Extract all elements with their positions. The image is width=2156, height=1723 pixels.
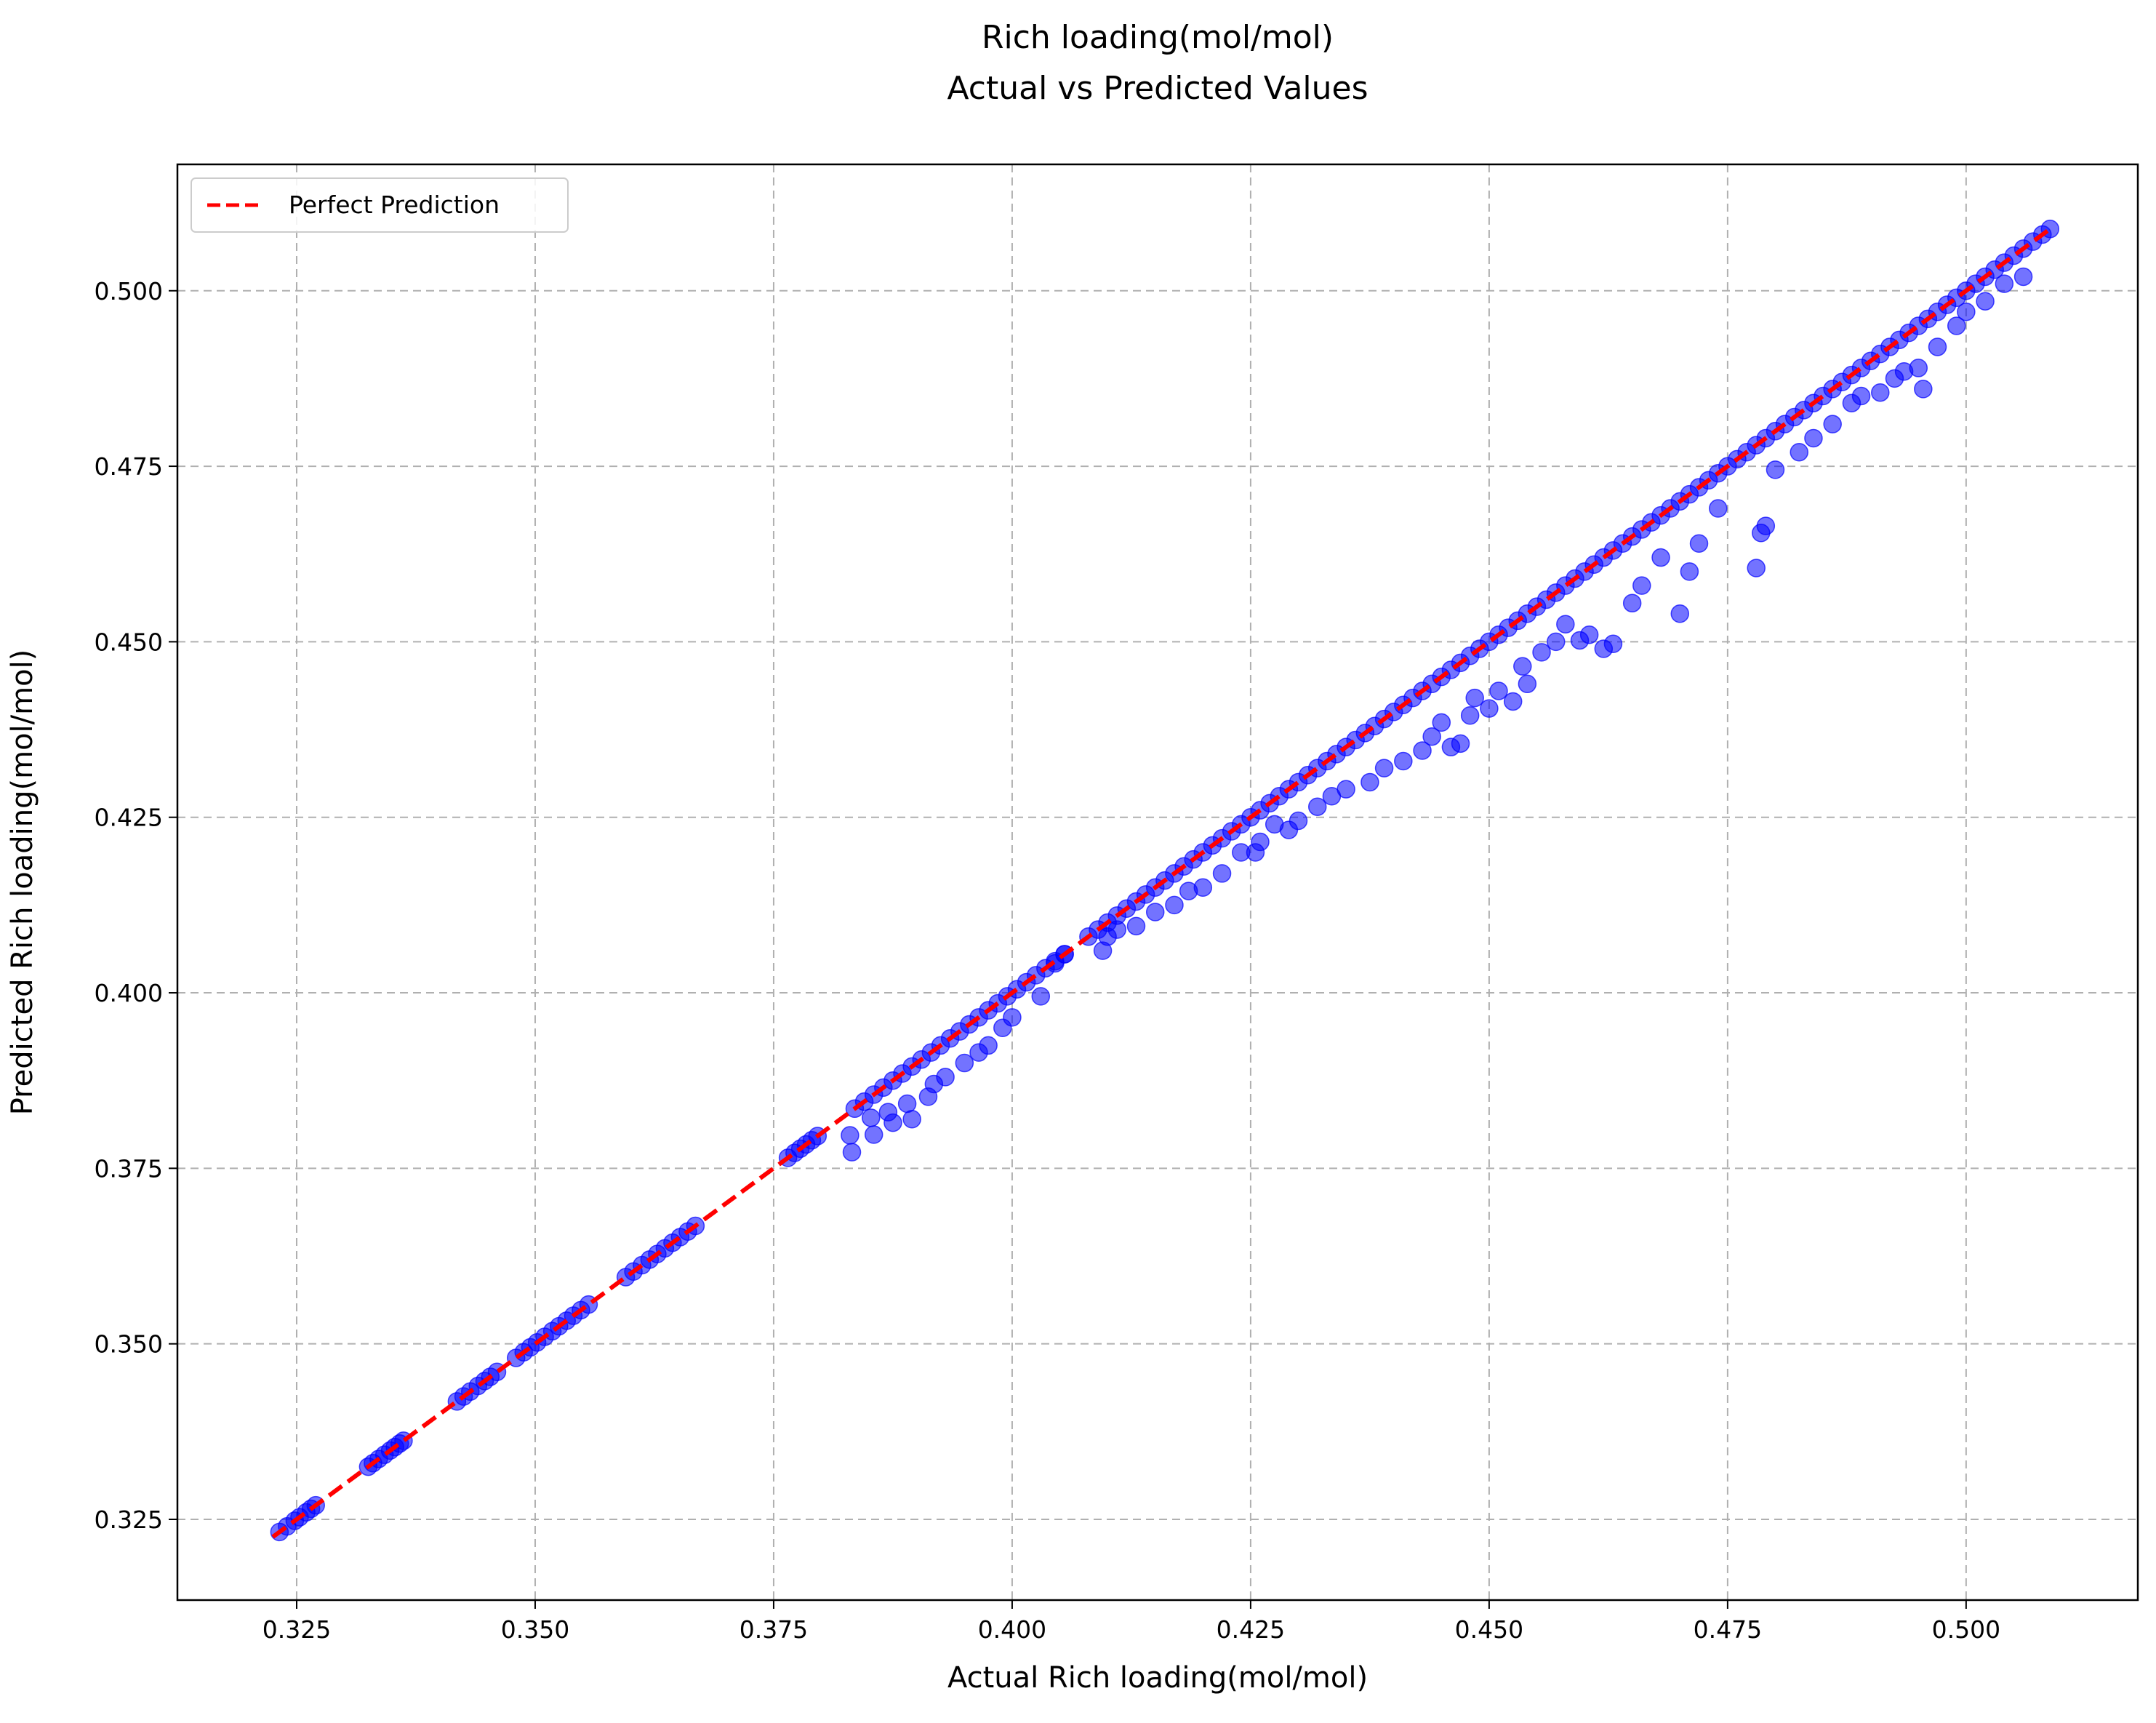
data-point [1976,292,1995,311]
data-point [1289,811,1308,831]
data-point [1432,713,1451,732]
data-point [1747,559,1766,577]
x-tick-label: 0.425 [1217,1615,1285,1644]
data-point [902,1110,921,1129]
grid-layer [177,164,2138,1600]
y-tick-label: 0.350 [95,1330,163,1359]
y-axis-label: Predicted Rich loading(mol/mol) [6,649,39,1116]
data-point [2013,267,2033,287]
data-point [1947,316,1966,335]
plot-frame [176,163,2139,1602]
data-point [897,1094,917,1114]
data-point [1790,443,1809,462]
data-point [1451,734,1470,753]
data-point [1031,987,1051,1006]
chart-title-line-2: Actual vs Predicted Values [947,70,1368,107]
data-point [1680,562,1699,581]
data-point [862,1108,881,1127]
data-point [1532,643,1551,662]
data-point [1251,832,1270,852]
data-point [1804,428,1823,448]
data-point [1651,548,1670,567]
perfect-prediction-line [271,225,2053,1539]
data-point [1632,576,1651,595]
legend-label-perfect-prediction: Perfect Prediction [289,191,500,219]
data-point [1126,916,1146,936]
data-point [1413,741,1432,760]
data-point [955,1053,974,1073]
data-point [1928,337,1947,356]
data-point [1823,415,1842,433]
data-point [1374,759,1394,777]
y-tick-label: 0.450 [95,628,163,656]
y-tick-label: 0.375 [95,1154,163,1183]
data-point [864,1125,883,1144]
x-tick-label: 0.450 [1455,1615,1523,1644]
x-tick-label: 0.375 [740,1615,808,1644]
legend-box [191,177,569,233]
y-tick-label: 0.400 [95,979,163,1007]
data-point [1360,772,1379,792]
data-point [1546,632,1566,652]
y-tick-label: 0.475 [95,452,163,481]
data-point [1689,534,1709,553]
data-point [1766,460,1785,479]
data-point [1995,274,2014,293]
data-point [1518,674,1537,694]
data-point [842,1143,862,1162]
data-point [1752,524,1771,543]
data-point [1670,604,1690,623]
data-point [1622,593,1642,613]
legend: Perfect Prediction [191,177,569,233]
data-point [1165,895,1184,915]
y-tick-label: 0.325 [95,1506,163,1534]
data-point [1489,681,1508,700]
data-point [1503,692,1523,711]
data-point [1003,1008,1022,1027]
data-point [1465,688,1484,708]
ticks-layer: 0.325 0.350 0.375 0.400 0.425 0.450 0.475 0.500… [95,277,2001,1644]
data-point [883,1113,902,1132]
y-tick-label: 0.425 [95,804,163,832]
data-point [1603,634,1623,654]
data-point [1193,878,1213,897]
y-tick-label: 0.500 [95,277,163,305]
x-tick-label: 0.400 [978,1615,1046,1644]
data-point [1871,383,1890,402]
data-point [1307,797,1327,816]
data-point [1212,864,1232,883]
data-point [1394,751,1413,771]
chart-title-line-1: Rich loading(mol/mol) [982,19,1334,56]
data-point [1422,727,1441,746]
data-point [979,1036,998,1055]
x-axis-label: Actual Rich loading(mol/mol) [947,1661,1368,1695]
data-point [1914,380,1933,399]
x-tick-label: 0.500 [1932,1615,2000,1644]
data-point [1556,615,1575,634]
x-tick-label: 0.475 [1694,1615,1762,1644]
data-point [1513,657,1532,676]
reference-line-layer [271,225,2053,1539]
data-point [1851,386,1871,406]
data-point [1957,302,1976,321]
data-point [936,1068,955,1087]
data-point [1107,920,1126,939]
x-tick-label: 0.350 [501,1615,569,1644]
data-point [1337,780,1355,799]
data-point [1909,359,1928,377]
data-point [1480,699,1499,718]
data-point [1579,625,1599,644]
x-tick-label: 0.325 [263,1615,331,1644]
data-point [841,1126,859,1145]
data-point [1709,499,1728,518]
data-point [1460,705,1480,725]
data-point [1145,903,1165,922]
